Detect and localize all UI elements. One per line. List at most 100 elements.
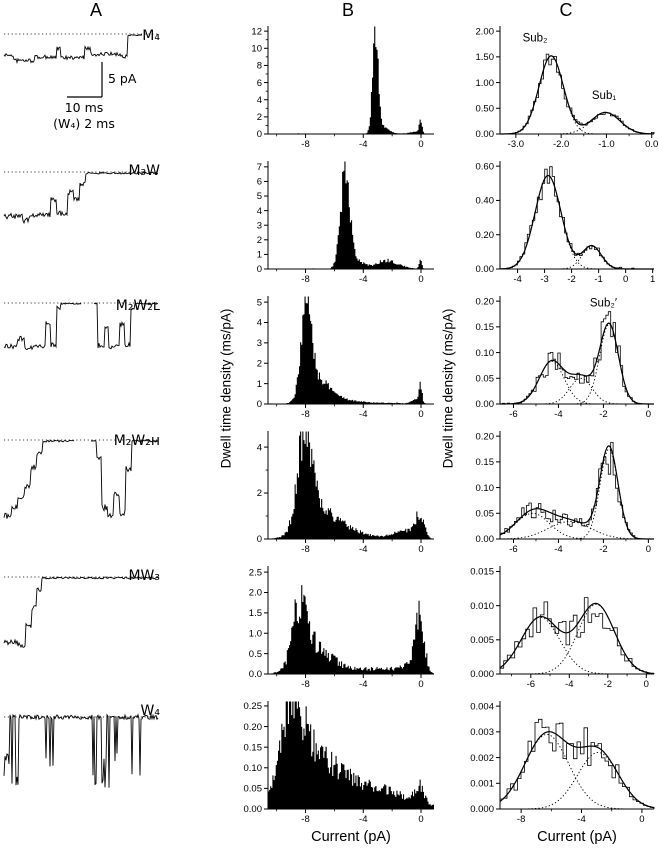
fit-component	[500, 521, 654, 540]
panel-c-chart-6: -8 -4 0 0.000 0.001 0.002 0.003 0.004	[470, 701, 655, 825]
x-tick-label: -4	[554, 409, 562, 420]
x-tick-label: 0	[418, 409, 423, 420]
y-tick-label: 0	[257, 534, 262, 545]
x-tick-label: 0.0	[645, 139, 658, 150]
x-tick-label: -8	[301, 814, 309, 825]
panel-b-chart-2: -8 -4 0 0 1 2 3 4 5 6 7	[257, 161, 434, 285]
y-tick-label: 0.10	[244, 763, 263, 774]
y-tick-label: 0.0	[249, 669, 262, 680]
trace-plot-5	[3, 576, 159, 649]
histogram-outline	[500, 53, 655, 135]
x-tick-label: -2	[599, 409, 607, 420]
y-tick-label: 0.15	[476, 322, 495, 333]
trace-label-4: M₂W₂ʜ	[113, 433, 160, 449]
panel-b-chart-6: -8 -4 0 0.00 0.05 0.10 0.15 0.20 0.25	[244, 701, 434, 825]
y-tick-label: 2	[257, 235, 262, 246]
histogram-fill	[268, 26, 434, 134]
y-tick-label: 0.015	[470, 567, 494, 578]
y-tick-label: 0.00	[476, 129, 495, 140]
scalebar-time-note: (W₄) 2 ms	[53, 116, 115, 131]
y-tick-label: 4	[257, 95, 262, 106]
x-tick-label: -8	[301, 544, 309, 555]
y-tick-label: 1.50	[476, 52, 495, 63]
y-tick-label: 4	[257, 318, 262, 329]
y-tick-label: 0.001	[470, 778, 494, 789]
histogram-fill	[268, 161, 434, 269]
y-tick-label: 1.00	[476, 78, 495, 89]
x-tick-label: 0	[418, 679, 423, 690]
y-tick-label: 0.40	[476, 196, 495, 207]
x-tick-label: -2	[567, 274, 575, 285]
x-tick-label: -4	[359, 814, 367, 825]
y-tick-label: 2	[257, 112, 262, 123]
x-tick-label: -8	[301, 409, 309, 420]
fit-component	[500, 448, 654, 540]
y-tick-label: 0.05	[244, 784, 263, 795]
panel-label-b: B	[341, 0, 354, 20]
x-tick-label: -6	[527, 679, 535, 690]
trace-plot-6	[3, 713, 159, 788]
y-tick-label: 6	[257, 177, 262, 188]
fit-component	[500, 323, 654, 405]
y-tick-label: 3	[257, 220, 262, 231]
fit-component	[500, 111, 654, 135]
x-tick-label: 0	[418, 544, 423, 555]
x-axis-label-c: Current (pA)	[537, 829, 617, 845]
x-tick-label: 0	[623, 274, 628, 285]
trace-label-2: M₃W	[128, 163, 160, 179]
y-tick-label: 0.5	[249, 649, 262, 660]
panel-c-chart-4: -6 -4 -2 0 0.00 0.05 0.10 0.15 0.20	[476, 431, 654, 555]
x-tick-label: 0	[639, 814, 644, 825]
x-axis-label-b: Current (pA)	[311, 829, 391, 845]
y-tick-label: 1.0	[249, 628, 262, 639]
scalebar-time-label: 10 ms	[64, 100, 104, 115]
fit-component	[500, 751, 655, 810]
x-tick-label: -1.0	[598, 139, 614, 150]
y-tick-label: 1.5	[249, 608, 262, 619]
y-tick-label: 2	[257, 488, 262, 499]
fit-component	[500, 377, 654, 405]
y-tick-label: 8	[257, 61, 262, 72]
peak-annotation: Sub₂	[523, 32, 548, 44]
panel-b-chart-4: -8 -4 0 0 2 4	[257, 431, 434, 555]
x-tick-label: 0	[644, 679, 649, 690]
x-tick-label: 0	[418, 139, 423, 150]
panel-label-a: A	[89, 0, 102, 20]
x-tick-label: -6	[509, 409, 517, 420]
histogram-fill	[268, 585, 434, 674]
y-tick-label: 0.005	[470, 635, 494, 646]
trace-label-1: M₄	[142, 28, 160, 44]
trace-plot-2	[3, 171, 159, 225]
x-tick-label: -2	[604, 679, 612, 690]
y-axis-label-c: Dwell time density (ms/pA)	[440, 308, 456, 469]
current-trace	[3, 439, 159, 519]
y-tick-label: 0.05	[476, 508, 495, 519]
current-trace	[3, 576, 159, 649]
y-tick-label: 7	[257, 162, 262, 173]
y-tick-label: 0	[257, 264, 262, 275]
trace-label-6: W₄	[140, 703, 160, 719]
y-tick-label: 0.00	[476, 534, 495, 545]
x-tick-label: 0	[646, 409, 651, 420]
y-tick-label: 0.000	[470, 804, 494, 815]
histogram-outline	[499, 442, 654, 540]
y-tick-label: 0.15	[476, 457, 495, 468]
y-tick-label: 5	[257, 297, 262, 308]
y-tick-label: 0.003	[470, 727, 494, 738]
panel-label-c: C	[559, 0, 573, 20]
x-tick-label: -2	[599, 544, 607, 555]
histogram-outline	[499, 597, 655, 674]
y-tick-label: 0.50	[476, 103, 495, 114]
x-tick-label: 0	[646, 544, 651, 555]
histogram-outline	[500, 311, 654, 405]
x-tick-label: -4	[359, 274, 367, 285]
y-tick-label: 0	[257, 399, 262, 410]
y-tick-label: 0.05	[476, 373, 495, 384]
histogram-fill	[268, 431, 434, 539]
x-tick-label: -4	[554, 544, 562, 555]
histogram-outline	[499, 718, 655, 809]
y-tick-label: 0.00	[476, 399, 495, 410]
peak-annotation: Sub₁	[592, 90, 616, 102]
y-tick-label: 3	[257, 338, 262, 349]
